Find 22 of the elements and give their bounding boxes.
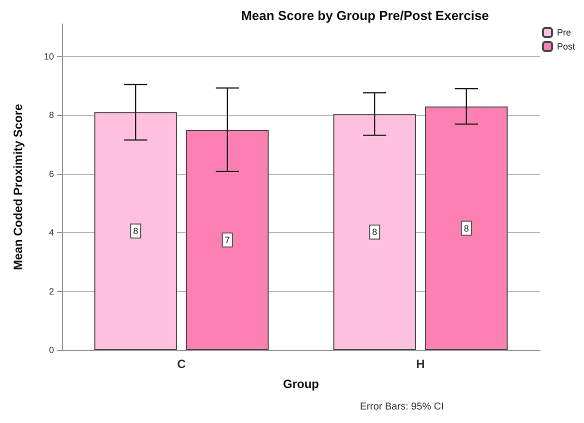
bar bbox=[425, 106, 508, 350]
y-tick-label: 8 bbox=[48, 110, 54, 120]
data-label: 8 bbox=[133, 226, 138, 236]
data-label: 8 bbox=[464, 223, 469, 234]
bar bbox=[186, 130, 269, 350]
x-tick-label: C bbox=[177, 357, 186, 371]
bar bbox=[333, 114, 416, 350]
data-label: 8 bbox=[372, 227, 378, 238]
y-tick-label: 4 bbox=[48, 228, 54, 238]
y-tick-label: 0 bbox=[48, 345, 54, 355]
y-tick-label: 6 bbox=[48, 168, 54, 179]
text: Error Bars: 95% CI bbox=[360, 402, 444, 412]
legend-label: Pre bbox=[556, 28, 572, 38]
bar bbox=[94, 112, 177, 350]
x-axis-title: Group bbox=[283, 377, 319, 391]
y-tick-label: 2 bbox=[48, 286, 54, 296]
legend-label: Post bbox=[556, 42, 576, 52]
data-label: 7 bbox=[224, 235, 230, 246]
y-tick-label: 10 bbox=[44, 51, 54, 62]
x-tick-label: H bbox=[416, 357, 425, 371]
chart-title: Mean Score by Group Pre/Post Exercise bbox=[241, 8, 489, 23]
y-axis-title: Mean Coded Proximity Score bbox=[11, 104, 25, 270]
